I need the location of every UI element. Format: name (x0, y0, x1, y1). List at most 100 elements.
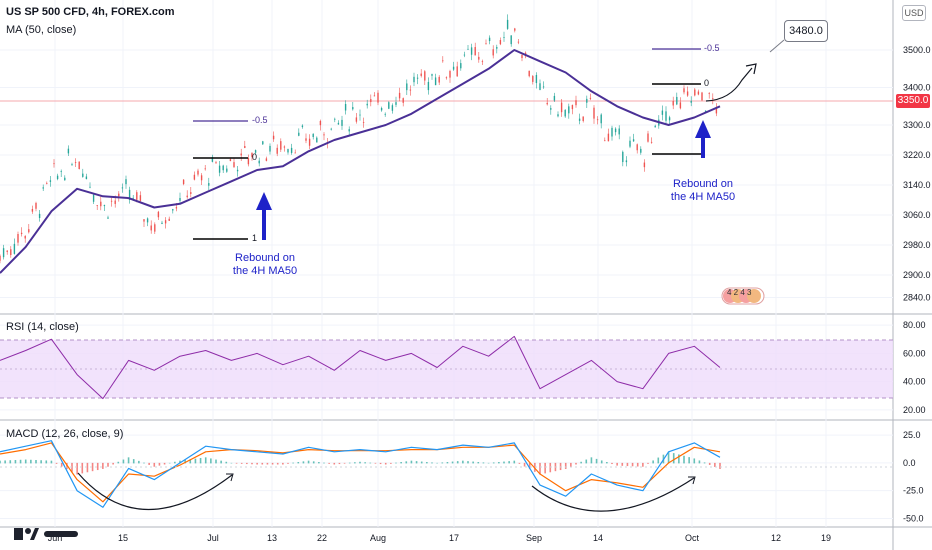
candle-body (596, 119, 599, 121)
candle-body (445, 77, 448, 79)
candle-body (240, 153, 242, 156)
x-tick-label: 12 (771, 533, 781, 543)
candle-body (352, 107, 354, 110)
macd-histogram-bar (117, 461, 120, 464)
macd-histogram-bar (297, 462, 300, 464)
macd-histogram-bar (132, 459, 135, 464)
candle-body (704, 110, 707, 113)
macd-legend: MACD (12, 26, close, 9) (6, 428, 124, 440)
candle-body (582, 116, 584, 122)
x-tick-label: 14 (593, 533, 603, 543)
macd-histogram-bar (122, 459, 125, 464)
candle-body (229, 159, 232, 162)
macd-histogram-bar (4, 460, 6, 464)
macd-histogram-bar (359, 461, 361, 464)
candle-body (388, 102, 390, 109)
candle-body (312, 133, 314, 138)
candle-body (128, 189, 131, 200)
candle-body (168, 218, 170, 221)
macd-histogram-bar (642, 462, 644, 467)
candle-body (42, 187, 44, 189)
macd-histogram-bar (168, 462, 171, 464)
candle-body (121, 187, 124, 189)
candle-body (438, 76, 440, 83)
candle-body (334, 118, 336, 120)
macd-histogram-bar (81, 462, 84, 474)
candle-body (143, 219, 145, 222)
candle-body (366, 103, 368, 106)
macd-histogram-bar (364, 462, 366, 464)
macd-histogram-bar (369, 462, 372, 464)
candle-body (380, 108, 383, 111)
macd-histogram-bar (348, 462, 351, 464)
candle-body (362, 122, 365, 124)
macd-histogram-bar (395, 462, 397, 464)
macd-histogram-bar (0, 460, 1, 464)
macd-histogram-bar (590, 457, 593, 464)
macd-histogram-bar (251, 462, 253, 465)
x-tick-label: Jun (48, 533, 63, 543)
candle-body (226, 168, 228, 172)
macd-histogram-bar (672, 453, 675, 464)
macd-histogram-bar (374, 462, 377, 464)
macd-histogram-bar (420, 461, 423, 464)
candle-body (330, 128, 332, 130)
tradingview-logo[interactable] (14, 525, 84, 543)
candle-body (496, 47, 498, 49)
macd-histogram-bar (261, 462, 264, 465)
macd-histogram-bar (467, 461, 469, 464)
candle-body (56, 175, 59, 180)
candle-body (456, 66, 458, 77)
macd-histogram-bar (585, 459, 588, 464)
x-tick-label: Sep (526, 533, 542, 543)
macd-histogram-bar (544, 462, 546, 474)
candle-body (690, 100, 692, 103)
macd-histogram-bar (112, 462, 114, 465)
macd-histogram-bar (60, 462, 63, 467)
macd-histogram-bar (276, 462, 279, 465)
candle-body (89, 186, 91, 188)
candle-body (337, 122, 340, 125)
macd-histogram-bar (328, 462, 330, 464)
macd-histogram-bar (441, 462, 444, 464)
candle-body (398, 92, 401, 99)
candle-body (694, 89, 696, 96)
macd-signal-line (0, 442, 721, 503)
macd-histogram-bar (102, 462, 104, 469)
currency-button[interactable]: USD (902, 5, 926, 21)
candle-body (568, 106, 570, 114)
macd-histogram-bar (354, 462, 356, 464)
price-y-tick-label: 3220.0 (903, 150, 931, 160)
projection-curve (705, 67, 753, 102)
candle-body (67, 148, 70, 154)
candle-body (46, 182, 48, 184)
macd-histogram-bar (487, 462, 490, 464)
candle-body (359, 114, 361, 116)
macd-histogram-bar (564, 462, 567, 469)
candle-body (13, 243, 16, 254)
candle-body (460, 63, 462, 69)
candle-body (618, 128, 620, 135)
candle-body (319, 120, 322, 126)
macd-histogram-bar (652, 460, 654, 464)
x-tick-label: 13 (267, 533, 277, 543)
macd-histogram-bar (708, 462, 711, 465)
candle-body (434, 77, 437, 86)
macd-histogram-bar (631, 462, 634, 467)
macd-histogram-bar (30, 459, 32, 464)
macd-arc-left (77, 472, 233, 511)
price-y-tick-label: 2980.0 (903, 240, 931, 250)
macd-histogram-bar (616, 462, 618, 466)
candle-body (146, 218, 149, 223)
grid-lines (0, 0, 893, 527)
callout-pointer (769, 39, 785, 53)
candle-body (413, 76, 415, 83)
candle-body (316, 137, 318, 143)
candle-body (532, 76, 534, 82)
candle-body (672, 101, 674, 106)
flag-badge-icon[interactable]: 4 2 4 3 (721, 286, 765, 306)
rebound-arrow-right (695, 120, 711, 158)
candle-body (139, 195, 142, 201)
macd-histogram-bar (230, 462, 233, 464)
candle-body (485, 43, 487, 45)
